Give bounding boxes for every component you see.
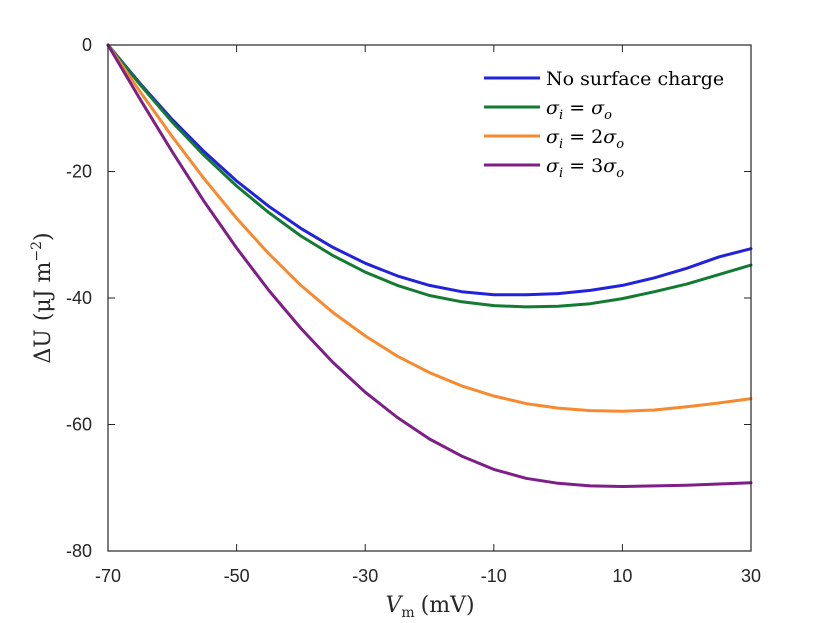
series-line-2 (106, 43, 753, 413)
x-tick-label: -50 (224, 566, 250, 586)
legend: No surface charge σi = σo σi = 2σo σi = 3σo (484, 68, 724, 181)
legend-label-3: σi = 3σo (546, 155, 624, 181)
y-tick-label: -40 (66, 288, 92, 308)
x-tick-label: -10 (481, 566, 507, 586)
y-axis-label: ΔU(μJ m−2) (29, 232, 56, 363)
plot-frame (107, 44, 752, 552)
y-tick-label: -80 (66, 541, 92, 561)
x-tick-label: -70 (95, 566, 121, 586)
x-axis: -70 -50 -30 -10 10 30 (95, 45, 761, 586)
y-tick-label: -20 (66, 162, 92, 182)
y-tick-label: -60 (66, 415, 92, 435)
y-tick-label: 0 (82, 35, 92, 55)
legend-label-1: σi = σo (546, 97, 612, 123)
series-line-3 (106, 43, 753, 488)
series-line-1 (106, 43, 753, 309)
y-axis: 0 -20 -40 -60 -80 (66, 35, 751, 561)
legend-label-2: σi = 2σo (546, 126, 624, 152)
x-axis-label: Vm (mV) (385, 593, 474, 621)
series-line-0 (106, 43, 753, 297)
x-tick-label: 10 (612, 566, 632, 586)
legend-label-0: No surface charge (546, 68, 724, 90)
series-layer (106, 43, 753, 488)
x-tick-label: -30 (352, 566, 378, 586)
x-tick-label: 30 (741, 566, 761, 586)
